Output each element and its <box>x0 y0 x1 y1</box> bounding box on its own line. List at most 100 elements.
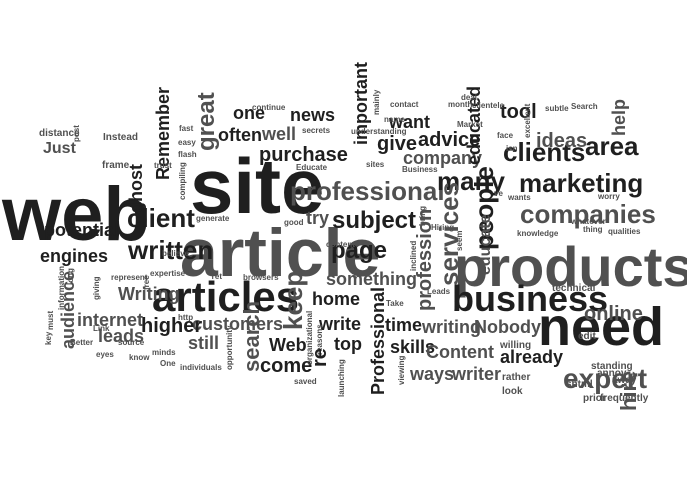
cloud-word: page <box>331 237 387 264</box>
cloud-word: professional <box>290 176 445 206</box>
cloud-word: fast <box>179 124 194 133</box>
cloud-word: Search <box>571 102 598 111</box>
cloud-word: company <box>403 148 482 168</box>
cloud-word: Leads <box>427 287 451 296</box>
cloud-word: know <box>129 353 150 362</box>
cloud-word: isn <box>506 144 518 153</box>
cloud-word: opportunity <box>225 325 234 370</box>
cloud-word: contact <box>390 100 419 109</box>
cloud-word: generate <box>196 214 230 223</box>
cloud-word: skills <box>390 337 435 357</box>
cloud-word: many <box>437 166 505 196</box>
cloud-word: content <box>326 240 355 249</box>
cloud-word: free <box>142 275 151 290</box>
cloud-word: marketing <box>519 168 643 198</box>
cloud-word: site <box>190 142 324 230</box>
cloud-word: launching <box>337 359 346 397</box>
cloud-word: Business <box>402 165 438 174</box>
cloud-word: trust <box>154 161 172 170</box>
cloud-word: help <box>609 99 629 136</box>
cloud-word: well <box>261 124 296 144</box>
cloud-word: engines <box>40 246 108 266</box>
cloud-word: frequently <box>600 393 649 404</box>
cloud-word: standing <box>591 361 633 372</box>
cloud-word: online <box>584 303 643 325</box>
cloud-word: web <box>1 172 150 257</box>
cloud-word: come <box>260 355 312 377</box>
cloud-word: flash <box>178 150 197 159</box>
cloud-word: expert <box>563 363 647 394</box>
cloud-word: good <box>284 218 304 227</box>
cloud-word: purchase <box>259 144 348 166</box>
cloud-word: knowledge <box>517 229 559 238</box>
cloud-word: source <box>118 338 145 347</box>
cloud-word: writer <box>451 364 501 384</box>
cloud-word: often <box>218 125 262 145</box>
cloud-word: educate <box>477 214 494 275</box>
cloud-word: Hiring <box>431 223 454 232</box>
cloud-word: still <box>188 333 219 353</box>
cloud-word: Instead <box>103 132 138 143</box>
cloud-word: seem <box>455 231 464 251</box>
cloud-word: thing <box>583 225 603 234</box>
cloud-word: mainly <box>372 89 381 115</box>
cloud-word: eyes <box>96 350 114 359</box>
cloud-word: write <box>318 314 361 334</box>
cloud-word: Just <box>43 140 77 157</box>
cloud-word: face <box>497 131 514 140</box>
cloud-word: understanding <box>351 127 407 136</box>
cloud-word: continue <box>252 103 286 112</box>
cloud-word: saved <box>294 377 317 386</box>
cloud-word: search <box>239 301 264 372</box>
cloud-word: services <box>434 182 464 286</box>
cloud-word: frame <box>102 160 130 171</box>
cloud-word: home <box>312 289 360 309</box>
cloud-word: edit <box>578 331 596 342</box>
cloud-word: secrets <box>302 126 331 135</box>
cloud-word: writing <box>421 317 481 337</box>
cloud-word: ve <box>494 189 503 198</box>
cloud-word: profession <box>414 209 436 311</box>
cloud-word: client <box>127 203 195 233</box>
cloud-word: important <box>351 62 371 145</box>
cloud-word: great <box>193 92 220 151</box>
cloud-word: one <box>233 103 265 123</box>
cloud-word: individuals <box>180 363 222 372</box>
cloud-word: month <box>448 100 473 109</box>
cloud-word: qualities <box>608 227 641 236</box>
cloud-word: easy <box>178 138 196 147</box>
cloud-word: prior <box>583 393 606 404</box>
cloud-word: compiling <box>178 162 187 200</box>
cloud-word: subject <box>332 207 416 234</box>
cloud-word: try <box>306 208 329 228</box>
cloud-word: viewing <box>397 356 406 385</box>
cloud-word: distance <box>39 128 80 139</box>
cloud-word: ideas <box>536 130 587 152</box>
cloud-word: away <box>612 375 637 386</box>
cloud-word: Educate <box>296 163 328 172</box>
cloud-word: Yet <box>210 272 222 281</box>
cloud-word: giving <box>92 276 101 300</box>
cloud-word: news <box>290 105 335 125</box>
cloud-word: written <box>127 235 213 265</box>
cloud-word: customers <box>192 314 283 334</box>
cloud-word: clientele <box>472 101 505 110</box>
cloud-word: deal <box>461 93 477 102</box>
cloud-word: leads <box>98 326 144 346</box>
cloud-word: information <box>57 266 66 310</box>
cloud-word: wants <box>507 193 531 202</box>
cloud-word: need <box>538 297 664 357</box>
cloud-word: Writing <box>118 284 180 304</box>
cloud-word: give <box>377 133 417 155</box>
cloud-word: Take <box>386 299 404 308</box>
cloud-word: subtle <box>545 104 569 113</box>
cloud-word: sites <box>366 160 385 169</box>
cloud-word: reasons <box>315 324 324 355</box>
cloud-word: area <box>585 131 639 161</box>
cloud-word: minds <box>152 348 176 357</box>
cloud-word: keep <box>278 271 308 330</box>
cloud-word: people <box>469 166 499 250</box>
cloud-word: key <box>44 331 53 345</box>
